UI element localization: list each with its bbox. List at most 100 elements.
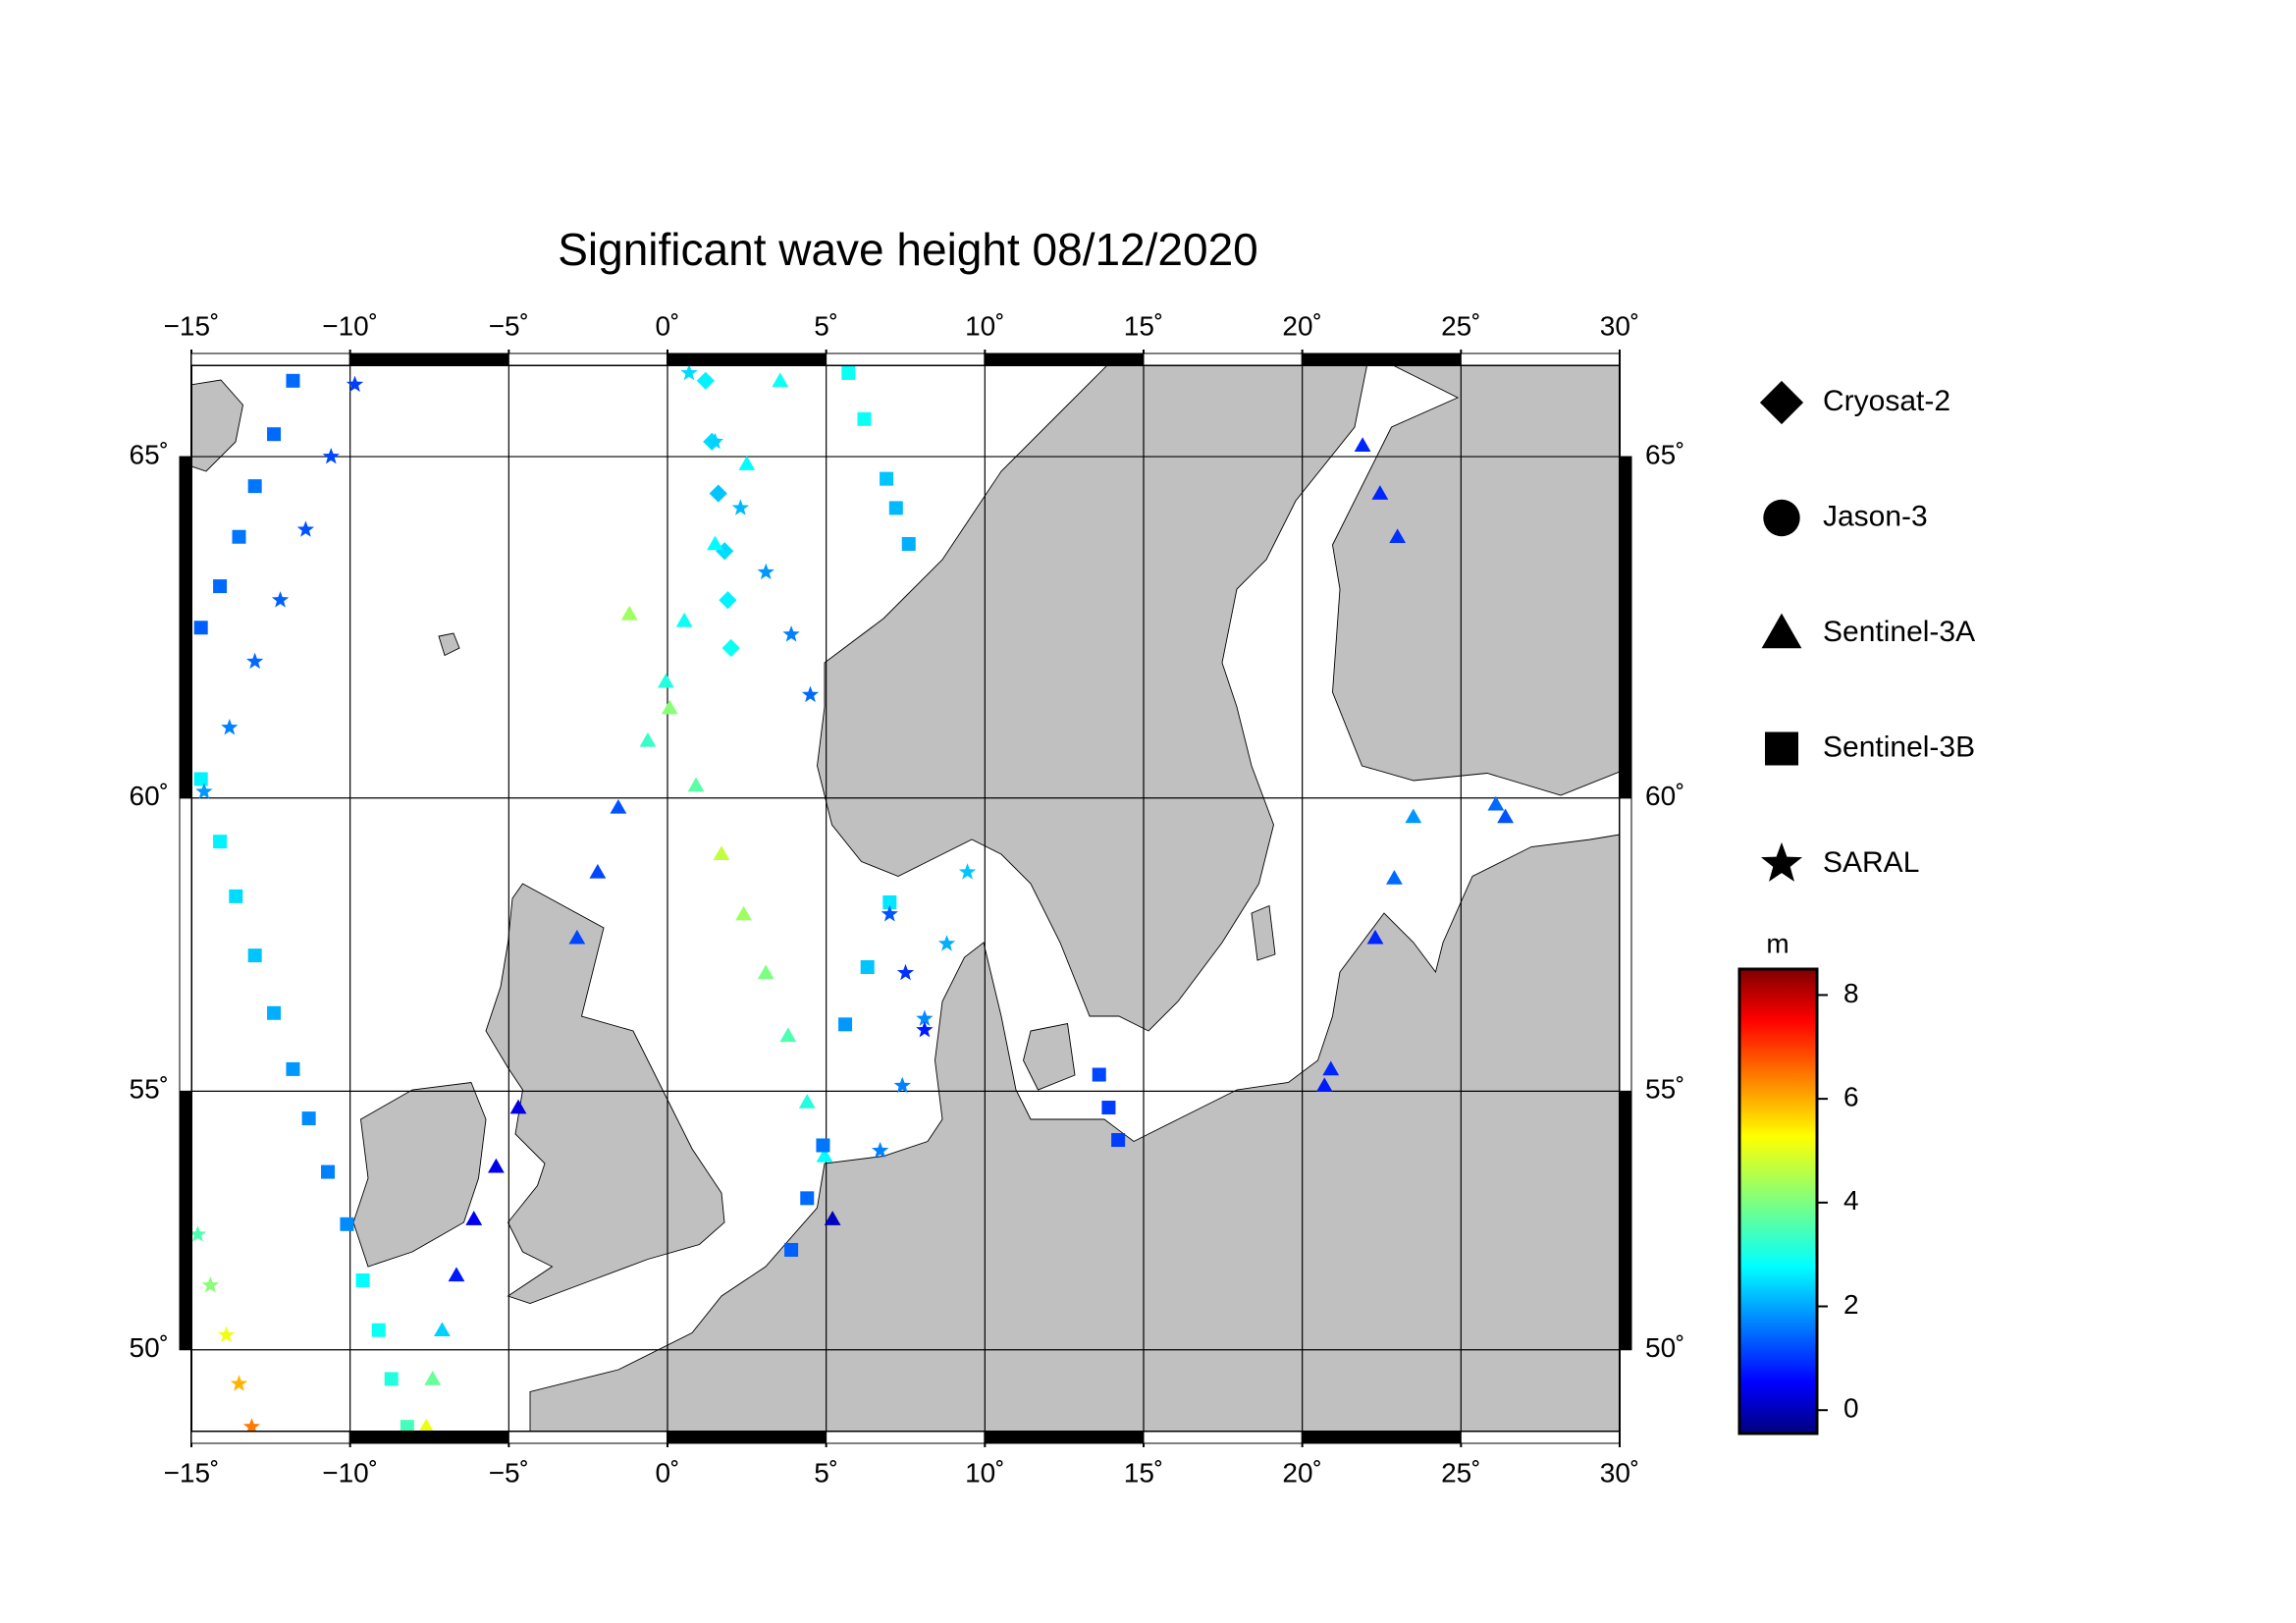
wave-point (355, 1272, 370, 1287)
legend-marker (1763, 499, 1800, 537)
frame-bars: −15˚ −15˚ −10˚ −10˚ −5˚ −5˚ 0˚ 0˚ 5˚ 5˚ 10˚ 10˚ 15˚ 1… (130, 310, 1685, 1488)
wave-point (620, 605, 638, 621)
wave-point (707, 535, 723, 551)
frame-bar (179, 797, 192, 1092)
legend-label: Cryosat-2 (1823, 385, 1950, 417)
x-tick-label: −15˚ (164, 310, 220, 341)
wave-point (1371, 485, 1389, 500)
frame-bar (826, 352, 986, 366)
frame-bar (1619, 797, 1632, 1092)
y-tick-label: 50˚ (130, 1332, 169, 1363)
wave-point (589, 863, 607, 879)
x-tick-label: 20˚ (1282, 1457, 1321, 1488)
wave-point (871, 1141, 889, 1159)
frame-bar (667, 352, 828, 366)
wave-point (731, 499, 750, 515)
wave-point (286, 1061, 300, 1076)
wave-point (201, 1275, 220, 1293)
wave-point (893, 1076, 911, 1094)
wave-point (801, 685, 820, 703)
frame-bar (179, 456, 192, 799)
legend-marker (1759, 380, 1804, 425)
wave-point (193, 772, 208, 786)
wave-point (322, 447, 340, 464)
frame-bar (1619, 456, 1632, 799)
colorbar-tick-label: 8 (1843, 978, 1859, 1008)
x-tick-label: 15˚ (1124, 310, 1163, 341)
wave-point (271, 591, 290, 608)
x-tick-label: 25˚ (1441, 1457, 1480, 1488)
wave-point (896, 963, 915, 981)
wave-point (719, 591, 737, 610)
wave-point (509, 1099, 527, 1114)
wave-point (857, 411, 872, 426)
wave-point (713, 845, 730, 860)
y-tick-label: 55˚ (1645, 1074, 1684, 1105)
great-britain (485, 883, 725, 1304)
y-tick-label: 65˚ (130, 439, 169, 469)
wave-point (881, 905, 898, 922)
wave-point (1315, 1077, 1333, 1093)
wave-point (229, 889, 243, 903)
wave-point (267, 1005, 282, 1020)
wave-point (400, 1420, 414, 1434)
wave-point (346, 375, 364, 393)
wave-point (384, 1372, 399, 1386)
wave-point (838, 1017, 853, 1032)
wave-point (488, 1158, 505, 1173)
wave-point (816, 1138, 830, 1153)
frame-bar (1460, 352, 1621, 366)
wave-point (1405, 808, 1422, 824)
wave-point (706, 432, 724, 450)
wave-point (424, 1371, 442, 1385)
wave-point (242, 1418, 261, 1434)
frame-bar (826, 1431, 986, 1444)
scandinavia (817, 365, 1368, 1032)
wave-point (639, 731, 657, 747)
wave-point (1092, 1067, 1106, 1082)
wave-point (696, 371, 715, 390)
colorbar-label: m (1766, 928, 1789, 958)
wave-point (798, 1094, 816, 1109)
x-tick-label: 30˚ (1600, 310, 1639, 341)
wave-point (782, 625, 800, 642)
frame-bar (190, 352, 351, 366)
legend-marker (1765, 731, 1798, 766)
frame-bar (1302, 1431, 1462, 1444)
wave-point (286, 373, 300, 388)
wave-point (888, 501, 903, 515)
wave-point (568, 929, 586, 945)
wave-point (434, 1322, 451, 1337)
wave-point (247, 479, 262, 494)
y-tick-label: 60˚ (130, 781, 169, 811)
zealand (1023, 1022, 1076, 1091)
x-tick-label: 5˚ (814, 310, 838, 341)
land (191, 365, 1620, 1432)
wave-point (321, 1164, 336, 1179)
finland (1332, 365, 1620, 796)
wave-point (217, 1325, 236, 1343)
legend: Cryosat-2 Jason-3 Sentinel-3A Sentinel-3B SA… (1759, 380, 1975, 882)
wave-point (721, 638, 740, 658)
wave-point (735, 905, 752, 921)
wave-point (1354, 437, 1371, 452)
wave-point (1487, 795, 1505, 811)
wave-point (221, 719, 239, 735)
legend-label: Sentinel-3B (1823, 730, 1975, 763)
frame-bar (1619, 1090, 1632, 1351)
wave-point (247, 948, 262, 963)
wave-point (1497, 808, 1514, 824)
colorbar-tick-label: 0 (1843, 1393, 1859, 1424)
wave-point (738, 456, 756, 470)
x-tick-label: 0˚ (656, 310, 680, 341)
wave-point (657, 673, 674, 688)
x-tick-label: 20˚ (1282, 310, 1321, 341)
x-tick-label: −15˚ (164, 1457, 220, 1488)
wave-point (675, 612, 693, 627)
frame-bar (190, 1431, 351, 1444)
frame-bar (1302, 352, 1462, 366)
wave-point (230, 1375, 248, 1391)
wave-point (246, 652, 264, 670)
colorbar-gradient (1737, 967, 1819, 1435)
continent (529, 834, 1620, 1432)
